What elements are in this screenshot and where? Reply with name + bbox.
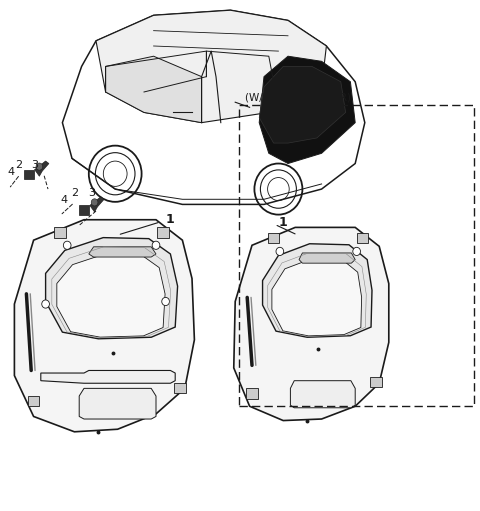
- Polygon shape: [89, 247, 156, 257]
- Circle shape: [353, 247, 360, 256]
- Polygon shape: [234, 227, 389, 421]
- Bar: [246, 388, 258, 399]
- Text: 4: 4: [7, 167, 14, 177]
- Circle shape: [276, 247, 284, 256]
- Bar: [370, 377, 382, 387]
- Polygon shape: [35, 161, 49, 176]
- Text: 1: 1: [279, 216, 288, 229]
- Circle shape: [63, 241, 71, 249]
- Circle shape: [42, 300, 49, 308]
- Circle shape: [36, 163, 43, 170]
- Circle shape: [162, 297, 169, 306]
- Bar: [268, 233, 279, 243]
- Circle shape: [91, 199, 98, 206]
- Text: (W/LOWER SPOILER): (W/LOWER SPOILER): [245, 92, 351, 102]
- Bar: [357, 233, 368, 243]
- Polygon shape: [96, 10, 326, 123]
- Bar: [157, 227, 169, 238]
- Bar: [28, 396, 39, 406]
- Polygon shape: [106, 56, 202, 123]
- Bar: [79, 205, 89, 215]
- Polygon shape: [263, 244, 372, 337]
- Polygon shape: [90, 197, 104, 212]
- Circle shape: [152, 241, 160, 249]
- Polygon shape: [57, 254, 165, 337]
- Polygon shape: [290, 381, 355, 408]
- Polygon shape: [14, 220, 194, 432]
- Bar: [239, 105, 474, 406]
- Bar: [24, 170, 34, 179]
- Text: 2: 2: [15, 159, 22, 170]
- Polygon shape: [272, 259, 361, 336]
- Bar: [174, 383, 186, 393]
- Polygon shape: [46, 238, 178, 339]
- Text: 3: 3: [32, 159, 38, 170]
- Polygon shape: [41, 370, 175, 383]
- Text: 4: 4: [60, 195, 67, 205]
- Polygon shape: [79, 388, 156, 419]
- Polygon shape: [259, 56, 355, 164]
- Text: 1: 1: [166, 213, 175, 226]
- Text: 3: 3: [89, 188, 96, 198]
- Polygon shape: [299, 253, 355, 263]
- Bar: [54, 227, 66, 238]
- Text: 2: 2: [71, 188, 78, 198]
- Polygon shape: [259, 66, 346, 143]
